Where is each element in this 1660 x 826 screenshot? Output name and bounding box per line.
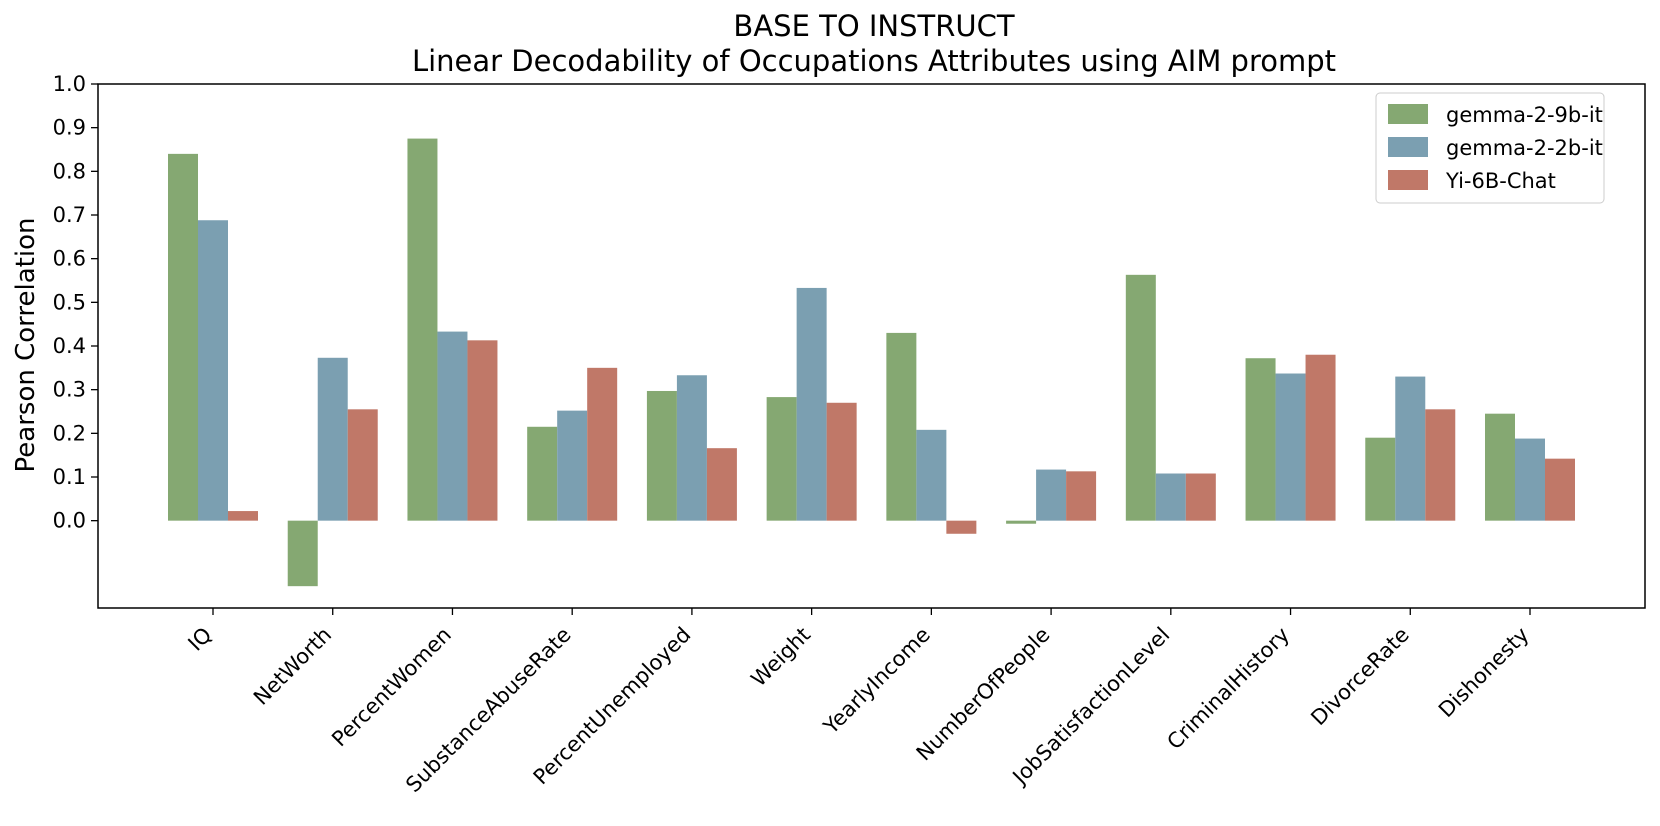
bar-yi-6b-chat-criminalhistory (1305, 354, 1336, 521)
bar-gemma-2-2b-it-iq (198, 220, 228, 521)
x-axis: IQ NetWorthPercentWomenSubstanceAbuseRate… (183, 608, 1534, 797)
legend-label: Yi-6B-Chat (1445, 169, 1556, 193)
legend: gemma-2-9b-it gemma-2-2b-it Yi-6B-Chat (1375, 92, 1605, 204)
bar-yi-6b-chat-yearlyincome (946, 520, 977, 534)
x-tick-label: CriminalHistory (1162, 623, 1294, 755)
bar-gemma-2-9b-it-iq (168, 153, 198, 521)
y-tick-label: 0.0 (53, 509, 86, 533)
y-tick-label: 0.6 (53, 247, 86, 271)
bar-gemma-2-2b-it-divorcerate (1395, 376, 1426, 521)
bar-gemma-2-9b-it-divorcerate (1365, 437, 1396, 521)
x-tick-label: NumberOfPeople (912, 623, 1055, 766)
bar-yi-6b-chat-weight (826, 402, 857, 521)
x-tick-label: Weight (746, 623, 815, 692)
bar-gemma-2-2b-it-weight (796, 287, 827, 521)
y-axis-label: Pearson Correlation (11, 218, 41, 473)
bar-yi-6b-chat-divorcerate (1425, 409, 1456, 521)
y-tick-label: 0.1 (53, 465, 86, 489)
bar-gemma-2-9b-it-jobsatisfactionlevel (1125, 274, 1156, 521)
x-tick-label: YearlyIncome (818, 623, 935, 740)
y-tick-label: 0.3 (53, 378, 86, 402)
bar-gemma-2-2b-it-networth (317, 357, 348, 521)
bar-gemma-2-9b-it-networth (287, 520, 318, 587)
bar-gemma-2-2b-it-yearlyincome (916, 429, 947, 521)
y-tick-label: 0.4 (53, 334, 86, 358)
bar-gemma-2-9b-it-numberofpeople (1006, 520, 1037, 524)
legend-label: gemma-2-9b-it (1446, 103, 1603, 127)
x-tick-label: Dishonesty (1434, 623, 1534, 723)
bar-gemma-2-9b-it-percentwomen (407, 138, 438, 521)
bar-yi-6b-chat-percentunemployed (706, 448, 737, 521)
bar-gemma-2-2b-it-criminalhistory (1275, 373, 1306, 521)
legend-box (1375, 92, 1605, 204)
y-tick-label: 0.5 (53, 290, 86, 314)
bar-gemma-2-2b-it-percentwomen (437, 331, 468, 521)
legend-label: gemma-2-2b-it (1446, 136, 1603, 160)
bar-yi-6b-chat-dishonesty (1545, 458, 1575, 521)
bar-gemma-2-2b-it-jobsatisfactionlevel (1155, 473, 1186, 521)
x-tick-label: PercentWomen (327, 623, 456, 752)
legend-swatch (1388, 170, 1428, 190)
x-tick-label: IQ (183, 623, 216, 656)
y-tick-label: 0.7 (53, 203, 86, 227)
bar-yi-6b-chat-iq (228, 511, 258, 521)
bar-gemma-2-9b-it-yearlyincome (886, 332, 917, 521)
bar-yi-6b-chat-jobsatisfactionlevel (1185, 473, 1216, 521)
bar-gemma-2-2b-it-numberofpeople (1036, 469, 1067, 521)
y-tick-label: 0.8 (53, 159, 86, 183)
x-tick-label: DivorceRate (1306, 623, 1414, 731)
bar-gemma-2-2b-it-percentunemployed (676, 375, 707, 521)
bar-gemma-2-9b-it-dishonesty (1485, 413, 1515, 521)
bar-yi-6b-chat-numberofpeople (1066, 471, 1097, 521)
bar-yi-6b-chat-networth (347, 409, 378, 521)
bar-gemma-2-2b-it-substanceabuserate (557, 410, 588, 521)
bar-gemma-2-2b-it-dishonesty (1515, 438, 1545, 521)
y-tick-label: 0.9 (53, 116, 86, 140)
bars-group (168, 138, 1575, 587)
chart-subtitle: Linear Decodability of Occupations Attri… (412, 44, 1336, 78)
bar-gemma-2-9b-it-criminalhistory (1245, 358, 1276, 521)
legend-swatch (1388, 104, 1428, 124)
plot-frame (97, 83, 1646, 609)
y-axis: 0.0 0.1 0.2 0.3 0.4 0.5 0.6 0.7 0.8 0.9 1.0 (53, 72, 98, 533)
bar-gemma-2-9b-it-substanceabuserate (527, 426, 558, 521)
bar-yi-6b-chat-substanceabuserate (587, 367, 618, 521)
bar-yi-6b-chat-percentwomen (467, 340, 498, 521)
chart-title: BASE TO INSTRUCT (733, 9, 1014, 43)
legend-swatch (1388, 137, 1428, 157)
y-tick-label: 1.0 (53, 72, 86, 96)
x-tick-label: NetWorth (249, 623, 336, 710)
y-tick-label: 0.2 (53, 421, 86, 445)
bar-gemma-2-9b-it-percentunemployed (646, 390, 677, 521)
bar-gemma-2-9b-it-weight (766, 397, 797, 521)
